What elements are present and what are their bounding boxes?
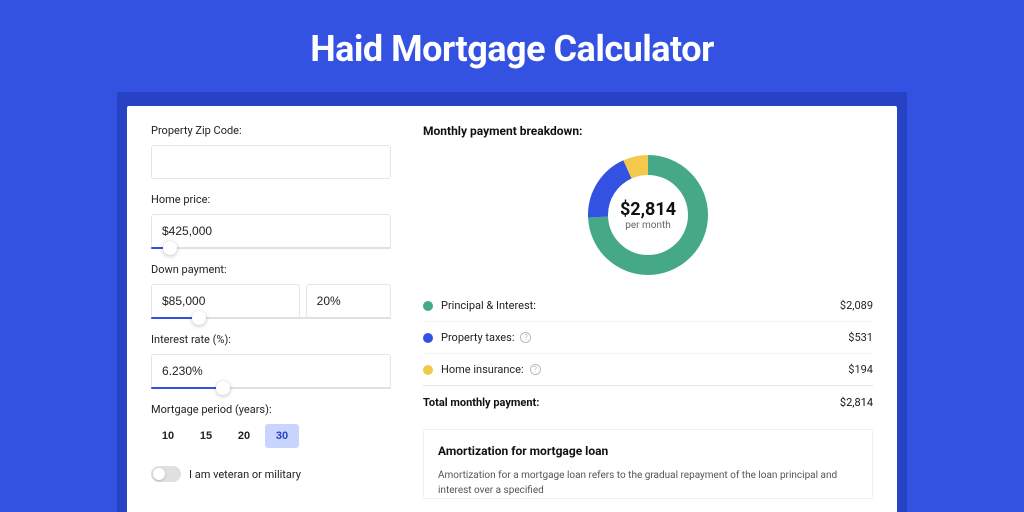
zip-label: Property Zip Code: (151, 124, 391, 137)
interest-rate-slider-thumb[interactable] (216, 381, 230, 395)
breakdown-column: Monthly payment breakdown: $2,814 per mo… (423, 124, 873, 512)
legend-dot-icon (423, 365, 433, 375)
legend-dot-icon (423, 333, 433, 343)
legend-value: $2,089 (840, 299, 873, 312)
period-option-20[interactable]: 20 (227, 424, 261, 448)
mortgage-period-label: Mortgage period (years): (151, 403, 391, 416)
donut-center: $2,814 per month (620, 199, 676, 231)
veteran-toggle[interactable] (151, 466, 181, 482)
interest-rate-slider[interactable] (151, 387, 391, 389)
home-price-input[interactable] (151, 214, 391, 248)
total-row: Total monthly payment: $2,814 (423, 385, 873, 419)
home-price-field-group: Home price: (151, 193, 391, 249)
legend-row: Home insurance:?$194 (423, 353, 873, 385)
home-price-slider-thumb[interactable] (163, 241, 177, 255)
legend-dot-icon (423, 301, 433, 311)
amortization-card: Amortization for mortgage loan Amortizat… (423, 429, 873, 499)
legend-value: $531 (848, 331, 873, 344)
home-price-slider[interactable] (151, 247, 391, 249)
period-option-15[interactable]: 15 (189, 424, 223, 448)
down-payment-slider-thumb[interactable] (192, 311, 206, 325)
donut-sub: per month (620, 220, 676, 231)
down-payment-pct-input[interactable] (306, 284, 391, 318)
zip-field-group: Property Zip Code: (151, 124, 391, 179)
total-label: Total monthly payment: (423, 396, 840, 409)
down-payment-field-group: Down payment: (151, 263, 391, 319)
down-payment-label: Down payment: (151, 263, 391, 276)
breakdown-title: Monthly payment breakdown: (423, 124, 873, 138)
veteran-toggle-label: I am veteran or military (189, 468, 301, 481)
interest-rate-slider-fill (151, 387, 223, 389)
period-option-10[interactable]: 10 (151, 424, 185, 448)
total-value: $2,814 (840, 396, 873, 409)
donut-amount: $2,814 (620, 199, 676, 220)
interest-rate-input[interactable] (151, 354, 391, 388)
form-column: Property Zip Code: Home price: Down paym… (151, 124, 391, 512)
page-title: Haid Mortgage Calculator (0, 0, 1024, 92)
veteran-toggle-row: I am veteran or military (151, 466, 391, 482)
down-payment-input[interactable] (151, 284, 300, 318)
down-payment-slider[interactable] (151, 317, 391, 319)
interest-rate-label: Interest rate (%): (151, 333, 391, 346)
legend-value: $194 (848, 363, 873, 376)
period-option-30[interactable]: 30 (265, 424, 299, 448)
legend-row: Principal & Interest:$2,089 (423, 290, 873, 321)
legend-label: Property taxes:? (441, 331, 848, 344)
donut-chart: $2,814 per month (587, 154, 709, 276)
amortization-title: Amortization for mortgage loan (438, 444, 858, 458)
legend-label: Home insurance:? (441, 363, 848, 376)
calculator-band: Property Zip Code: Home price: Down paym… (117, 92, 907, 512)
legend-row: Property taxes:?$531 (423, 321, 873, 353)
home-price-label: Home price: (151, 193, 391, 206)
info-icon[interactable]: ? (530, 364, 541, 375)
interest-rate-field-group: Interest rate (%): (151, 333, 391, 389)
mortgage-period-options: 10152030 (151, 424, 391, 448)
legend-label: Principal & Interest: (441, 299, 840, 312)
zip-input[interactable] (151, 145, 391, 179)
info-icon[interactable]: ? (520, 332, 531, 343)
donut-chart-wrap: $2,814 per month (423, 146, 873, 290)
calculator-card: Property Zip Code: Home price: Down paym… (127, 106, 897, 512)
breakdown-legend: Principal & Interest:$2,089Property taxe… (423, 290, 873, 385)
mortgage-period-field-group: Mortgage period (years): 10152030 (151, 403, 391, 448)
amortization-text: Amortization for a mortgage loan refers … (438, 468, 858, 498)
